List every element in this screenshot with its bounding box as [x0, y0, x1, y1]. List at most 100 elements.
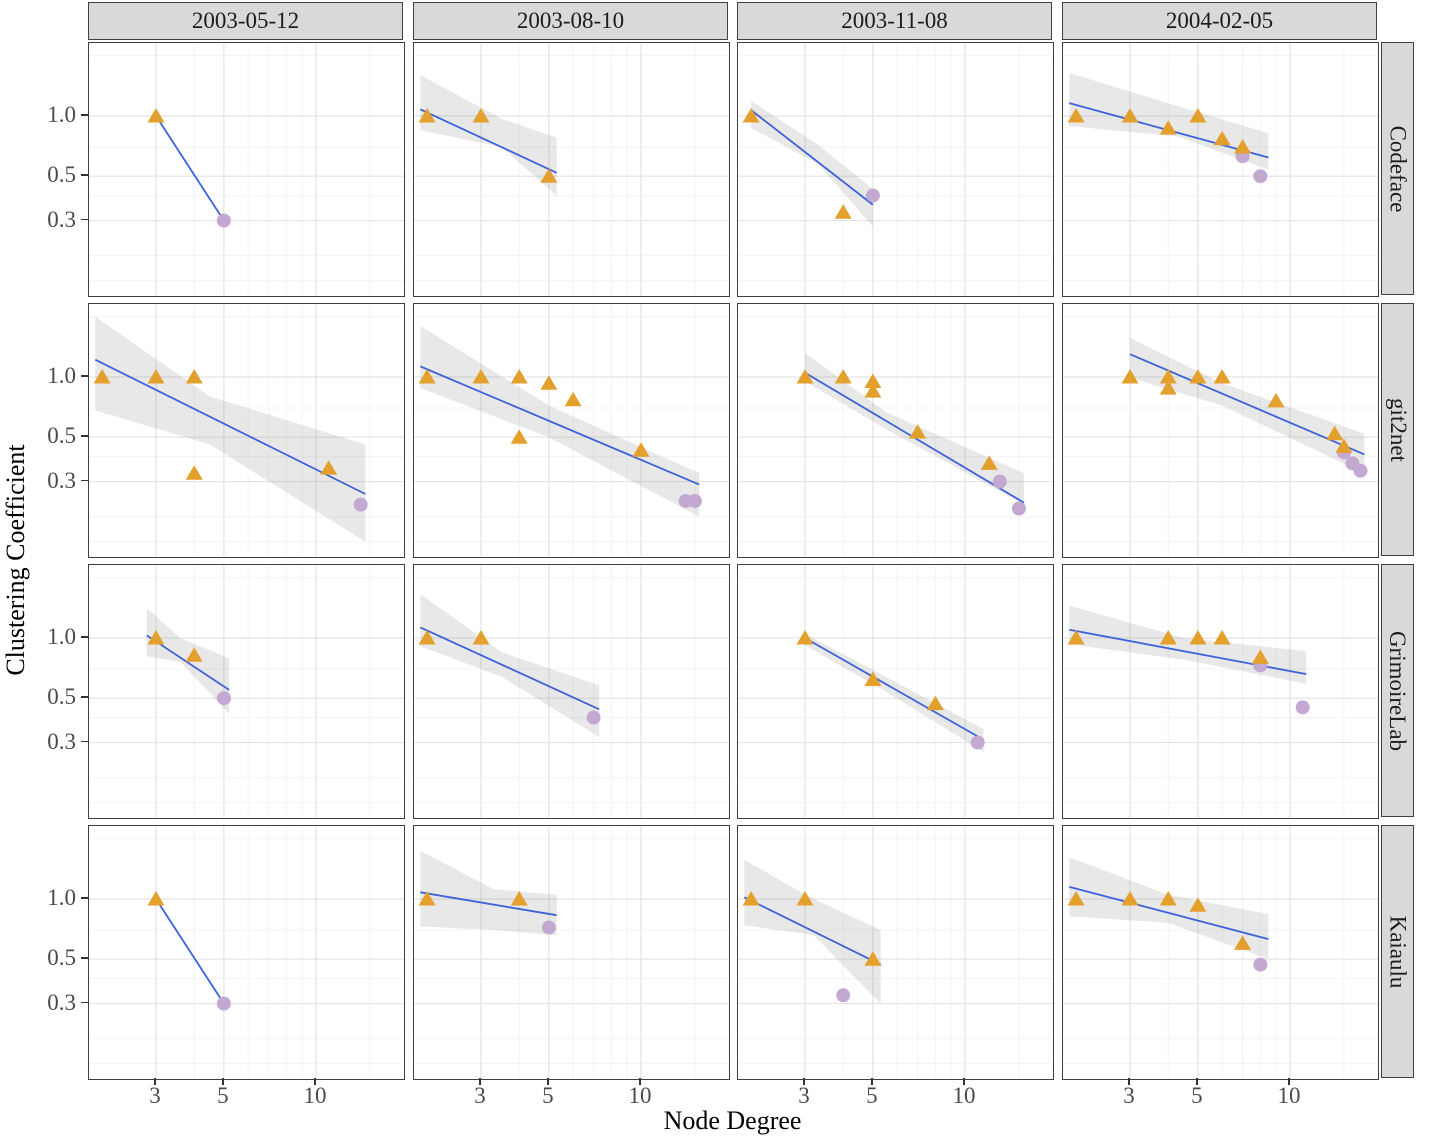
- triangle-marker: [1189, 108, 1207, 123]
- y-tick-label: 1.0: [47, 363, 76, 388]
- y-tick-label: 1.0: [47, 102, 76, 127]
- grid-layer: [414, 304, 729, 557]
- confidence-ribbon: [805, 352, 1025, 505]
- circle-marker: [836, 988, 851, 1003]
- grid-layer: [89, 43, 404, 296]
- grid-layer: [738, 43, 1053, 296]
- facet-panel-GrimoireLab-2003-11-08: [737, 564, 1054, 819]
- triangle-marker: [834, 369, 852, 384]
- triangle-marker: [472, 369, 490, 384]
- triangle-marker: [510, 891, 528, 906]
- facet-col-strip: 2004-02-05: [1062, 2, 1377, 40]
- y-tick-mark: [81, 435, 88, 437]
- grid-layer: [89, 304, 404, 557]
- triangle-marker: [1189, 630, 1207, 645]
- confidence-ribbon: [420, 850, 557, 936]
- y-tick-label: 1.0: [47, 885, 76, 910]
- triangle-marker: [632, 442, 650, 457]
- triangle-marker: [418, 630, 436, 645]
- triangle-marker: [864, 383, 882, 398]
- trend-line: [743, 896, 882, 966]
- y-tick-label: 1.0: [47, 624, 76, 649]
- trend-line: [419, 365, 700, 486]
- triangle-marker: [1213, 130, 1231, 146]
- triangle-marker: [909, 424, 927, 439]
- facet-row-label: GrimoireLab: [1385, 630, 1411, 751]
- grid-layer: [89, 565, 404, 818]
- confidence-ribbon: [420, 593, 600, 737]
- trend-line: [1069, 885, 1269, 941]
- x-tick-mark: [639, 1078, 641, 1085]
- trend-line: [94, 358, 366, 495]
- triangle-marker: [418, 369, 436, 384]
- grid-layer: [414, 43, 729, 296]
- trend-line: [750, 109, 874, 206]
- x-tick-label: 3: [149, 1083, 161, 1108]
- triangle-marker: [1067, 108, 1085, 123]
- trend-line: [420, 891, 557, 917]
- circle-marker: [1353, 463, 1368, 478]
- triangle-marker: [418, 891, 436, 906]
- triangle-marker: [1326, 425, 1344, 441]
- x-tick-label: 5: [866, 1083, 878, 1108]
- circle-marker: [1253, 957, 1268, 972]
- triangle-marker: [926, 695, 944, 711]
- x-tick-label: 3: [474, 1083, 486, 1108]
- triangle-marker: [147, 630, 165, 645]
- confidence-ribbon: [1130, 337, 1365, 474]
- x-tick-label: 5: [217, 1083, 229, 1108]
- triangle-marker: [1234, 138, 1252, 154]
- facet-panel-Codeface-2004-02-05: [1062, 42, 1379, 297]
- circle-marker: [1253, 169, 1268, 184]
- x-tick-mark: [154, 1078, 156, 1085]
- facet-panel-git2net-2003-08-10: [413, 303, 730, 558]
- facet-panel-git2net-2003-05-12: [88, 303, 405, 558]
- triangle-marker: [1159, 630, 1177, 645]
- x-tick-mark: [963, 1078, 965, 1085]
- triangle-marker: [93, 369, 111, 384]
- triangle-marker: [796, 369, 814, 384]
- trend-line: [155, 898, 225, 1005]
- y-tick-mark: [81, 897, 88, 899]
- y-tick-mark: [81, 696, 88, 698]
- x-tick-label: 10: [1277, 1083, 1301, 1108]
- triangle-marker: [1213, 630, 1231, 645]
- x-tick-label: 10: [628, 1083, 652, 1108]
- triangle-marker: [864, 373, 882, 388]
- facet-col-strip: 2003-05-12: [88, 2, 403, 40]
- triangle-marker: [742, 891, 760, 906]
- circle-marker: [970, 735, 985, 750]
- trend-line: [146, 634, 230, 691]
- y-tick-mark: [81, 479, 88, 482]
- x-tick-mark: [1128, 1078, 1130, 1085]
- facet-row-strip: Kaiaulu: [1381, 825, 1414, 1078]
- triangle-marker: [320, 460, 338, 475]
- x-tick-mark: [803, 1078, 805, 1085]
- triangle-marker: [472, 108, 490, 123]
- grid-layer: [738, 826, 1053, 1079]
- triangle-marker: [147, 108, 165, 123]
- triangle-marker: [1159, 120, 1177, 135]
- y-tick-mark: [81, 957, 88, 959]
- confidence-ribbon: [805, 633, 984, 752]
- facet-col-strip: 2003-11-08: [737, 2, 1052, 40]
- grid-layer: [738, 565, 1053, 818]
- triangle-marker: [185, 647, 203, 662]
- y-tick-mark: [81, 1001, 88, 1004]
- x-tick-label: 5: [542, 1083, 554, 1108]
- facet-col-label: 2004-02-05: [1165, 8, 1274, 33]
- facet-row-label: Codeface: [1385, 125, 1411, 212]
- facet-panel-Kaiaulu-2003-05-12: [88, 825, 405, 1080]
- facet-col-label: 2003-08-10: [516, 8, 625, 33]
- y-tick-mark: [81, 375, 88, 377]
- triangle-marker: [796, 891, 814, 906]
- triangle-marker: [147, 369, 165, 384]
- facet-col-label: 2003-11-08: [841, 8, 948, 33]
- triangle-marker: [540, 168, 558, 183]
- facet-panel-Codeface-2003-05-12: [88, 42, 405, 297]
- facet-panel-GrimoireLab-2003-05-12: [88, 564, 405, 819]
- triangle-marker: [796, 630, 814, 645]
- circle-marker: [216, 996, 231, 1011]
- y-tick-label: 0.5: [47, 684, 76, 710]
